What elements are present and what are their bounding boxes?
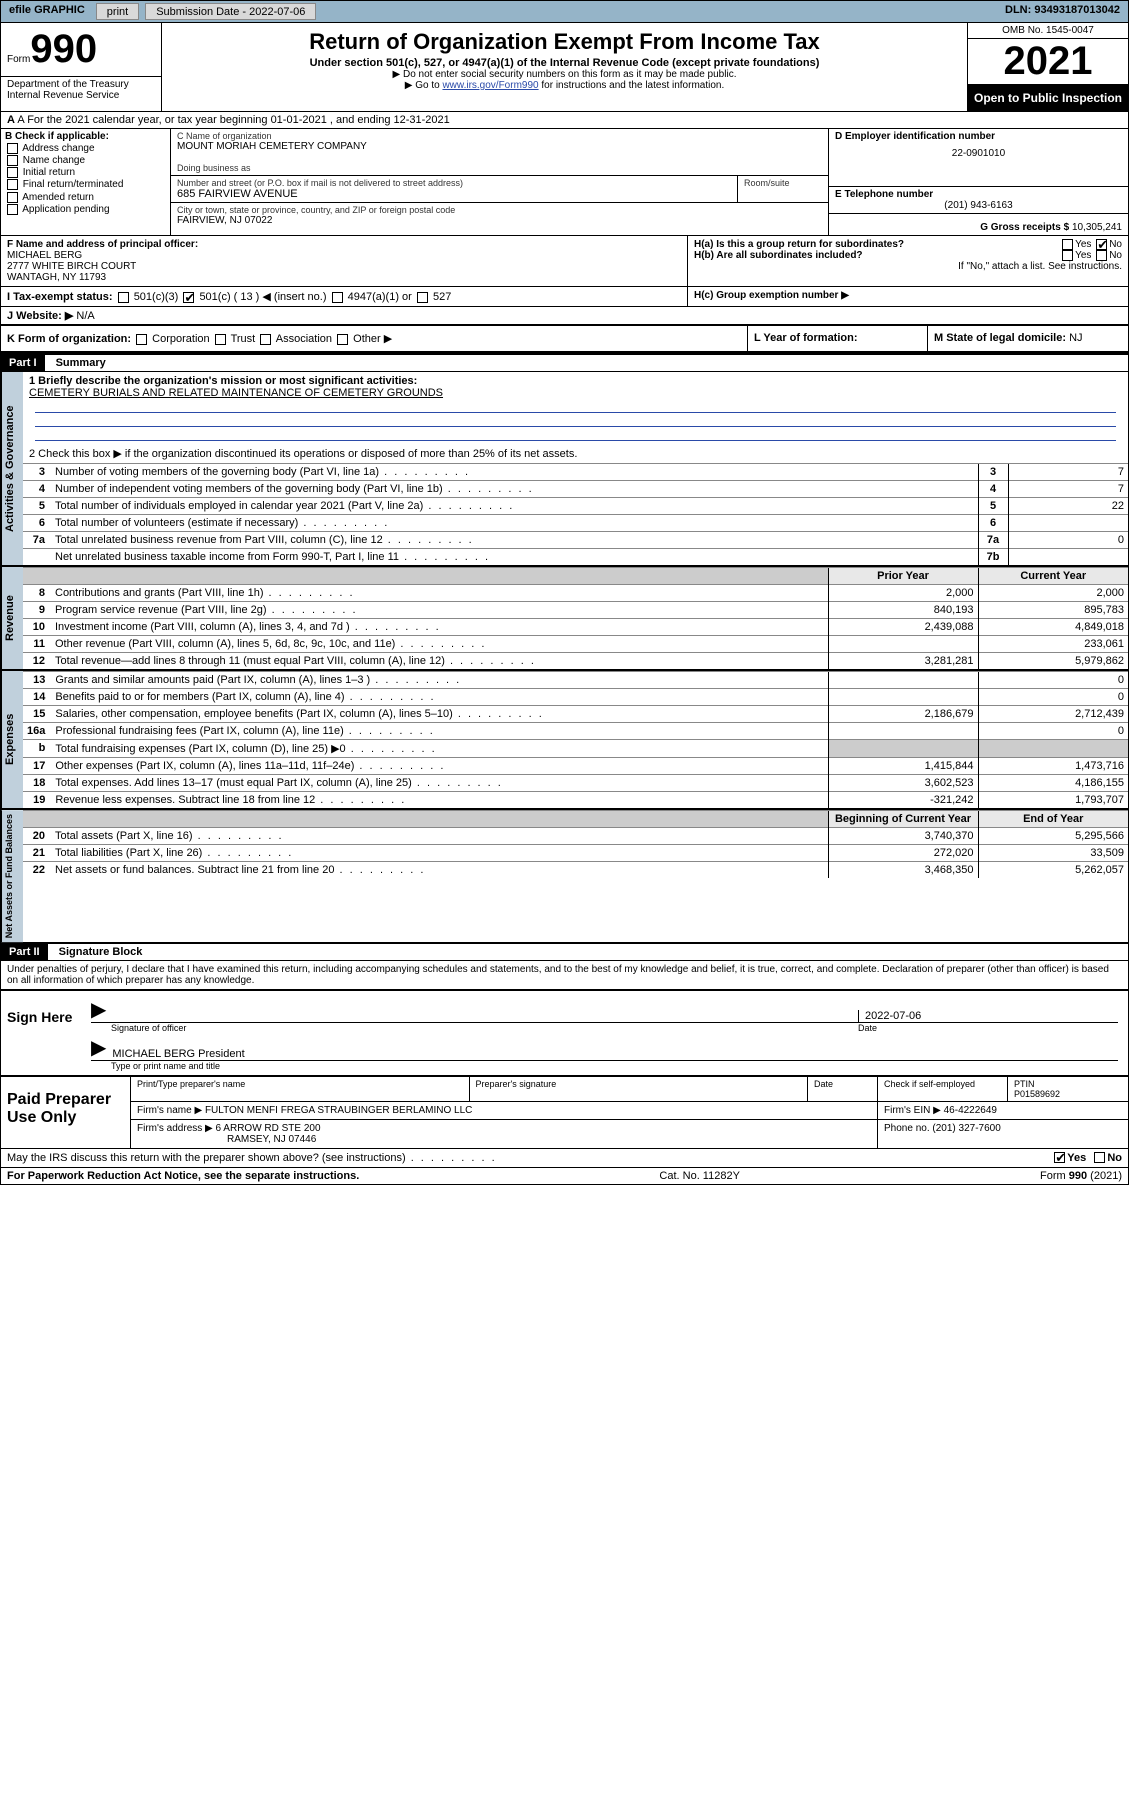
declaration-text: Under penalties of perjury, I declare th… (1, 961, 1128, 989)
ein-value: 22-0901010 (835, 148, 1122, 159)
note-link: ▶ Go to www.irs.gov/Form990 for instruct… (170, 80, 959, 91)
ptin-value: P01589692 (1014, 1089, 1060, 1099)
row-klm: K Form of organization: Corporation Trus… (1, 326, 1128, 353)
form-number: 990 (30, 27, 97, 71)
mission-text: CEMETERY BURIALS AND RELATED MAINTENANCE… (29, 387, 443, 399)
check-initial[interactable]: Initial return (5, 167, 166, 178)
part2-title: Signature Block (51, 944, 151, 960)
form-number-box: Form990 (1, 23, 161, 77)
street-box: Number and street (or P.O. box if mail i… (171, 176, 738, 203)
paid-preparer-block: Paid Preparer Use Only Print/Type prepar… (1, 1075, 1128, 1148)
tax-year: 2021 (968, 39, 1128, 85)
box-d-ein: D Employer identification number 22-0901… (829, 129, 1128, 187)
city-value: FAIRVIEW, NJ 07022 (177, 215, 822, 226)
check-amended[interactable]: Amended return (5, 192, 166, 203)
phone-value: (201) 943-6163 (835, 200, 1122, 211)
preparer-phone: (201) 327-7600 (932, 1123, 1000, 1134)
irs-link[interactable]: www.irs.gov/Form990 (442, 80, 538, 91)
tab-netassets: Net Assets or Fund Balances (1, 810, 23, 942)
room-box: Room/suite (738, 176, 828, 203)
efile-label: efile GRAPHIC (1, 1, 93, 22)
sig-arrow-icon: ▶ (91, 1035, 112, 1060)
omb-number: OMB No. 1545-0047 (968, 23, 1128, 39)
row-j-website: J Website: ▶ N/A (1, 307, 1128, 326)
sig-arrow-icon: ▶ (91, 997, 112, 1022)
check-address[interactable]: Address change (5, 143, 166, 154)
part1-bar: Part I Summary (1, 353, 1128, 372)
footer-mid: Cat. No. 11282Y (659, 1170, 740, 1182)
governance-table: 3Number of voting members of the governi… (23, 463, 1128, 565)
paid-preparer-label: Paid Preparer Use Only (1, 1077, 131, 1148)
part2-bar: Part II Signature Block (1, 942, 1128, 961)
sign-date: 2022-07-06 (858, 1010, 1118, 1022)
firm-ein: 46-4222649 (944, 1105, 997, 1116)
box-g-receipts: G Gross receipts $ 10,305,241 (829, 214, 1128, 235)
firm-name: FULTON MENFI FREGA STRAUBINGER BERLAMINO… (205, 1105, 472, 1116)
form-title: Return of Organization Exempt From Incom… (170, 29, 959, 55)
tab-governance: Activities & Governance (1, 372, 23, 565)
receipts-value: 10,305,241 (1072, 222, 1122, 233)
revenue-table: Prior YearCurrent Year8Contributions and… (23, 567, 1128, 669)
expenses-table: 13Grants and similar amounts paid (Part … (23, 671, 1128, 808)
revenue-block: Revenue Prior YearCurrent Year8Contribut… (1, 567, 1128, 669)
check-name[interactable]: Name change (5, 155, 166, 166)
section-fh: F Name and address of principal officer:… (1, 236, 1128, 287)
form-subtitle: Under section 501(c), 527, or 4947(a)(1)… (170, 57, 959, 69)
check-pending[interactable]: Application pending (5, 204, 166, 215)
form-container: efile GRAPHIC print Submission Date - 20… (0, 0, 1129, 1185)
box-f-officer: F Name and address of principal officer:… (1, 236, 688, 286)
title-box: Return of Organization Exempt From Incom… (162, 23, 968, 111)
tab-expenses: Expenses (1, 671, 23, 808)
sign-here-label: Sign Here (1, 991, 81, 1075)
submission-date-button[interactable]: Submission Date - 2022-07-06 (145, 3, 316, 20)
governance-block: Activities & Governance 1 Briefly descri… (1, 372, 1128, 565)
website-value: N/A (76, 310, 94, 322)
footer-right: Form 990 (2021) (1040, 1170, 1122, 1182)
col-b-checkboxes: B Check if applicable: Address change Na… (1, 129, 171, 235)
dept-label: Department of the Treasury Internal Reve… (1, 77, 161, 103)
tab-revenue: Revenue (1, 567, 23, 669)
print-button[interactable]: print (96, 3, 139, 20)
section-bcdefg: B Check if applicable: Address change Na… (1, 129, 1128, 236)
box-e-phone: E Telephone number (201) 943-6163 (829, 187, 1128, 214)
officer-name: MICHAEL BERG (7, 250, 82, 261)
footer-left: For Paperwork Reduction Act Notice, see … (7, 1170, 359, 1182)
note-ssn: ▶ Do not enter social security numbers o… (170, 69, 959, 80)
col-c-org: C Name of organization MOUNT MORIAH CEME… (171, 129, 828, 235)
col-defg: D Employer identification number 22-0901… (828, 129, 1128, 235)
officer-sig-name: MICHAEL BERG President (112, 1048, 244, 1060)
sign-block: Sign Here ▶ 2022-07-06 Signature of offi… (1, 989, 1128, 1075)
form-label: Form (7, 54, 30, 65)
org-name-box: C Name of organization MOUNT MORIAH CEME… (171, 129, 828, 176)
row-a-taxyear: A A For the 2021 calendar year, or tax y… (1, 112, 1128, 129)
part2-header: Part II (1, 944, 48, 960)
year-box: OMB No. 1545-0047 2021 Open to Public In… (968, 23, 1128, 111)
city-box: City or town, state or province, country… (171, 203, 828, 228)
netassets-table: Beginning of Current YearEnd of Year20To… (23, 810, 1128, 878)
top-toolbar: efile GRAPHIC print Submission Date - 20… (1, 1, 1128, 23)
street-address: 685 FAIRVIEW AVENUE (177, 188, 731, 200)
expenses-block: Expenses 13Grants and similar amounts pa… (1, 671, 1128, 808)
may-discuss-row: May the IRS discuss this return with the… (1, 1148, 1128, 1167)
open-inspection: Open to Public Inspection (968, 85, 1128, 111)
row-i: I Tax-exempt status: 501(c)(3) 501(c) ( … (1, 287, 1128, 307)
part1-title: Summary (48, 355, 114, 371)
part1-header: Part I (1, 355, 45, 371)
org-name: MOUNT MORIAH CEMETERY COMPANY (177, 141, 822, 152)
dln-label: DLN: 93493187013042 (997, 1, 1128, 22)
check-final[interactable]: Final return/terminated (5, 179, 166, 190)
footer-row: For Paperwork Reduction Act Notice, see … (1, 1167, 1128, 1184)
netassets-block: Net Assets or Fund Balances Beginning of… (1, 810, 1128, 942)
box-h: H(a) Is this a group return for subordin… (688, 236, 1128, 286)
header-row: Form990 Department of the Treasury Inter… (1, 23, 1128, 112)
